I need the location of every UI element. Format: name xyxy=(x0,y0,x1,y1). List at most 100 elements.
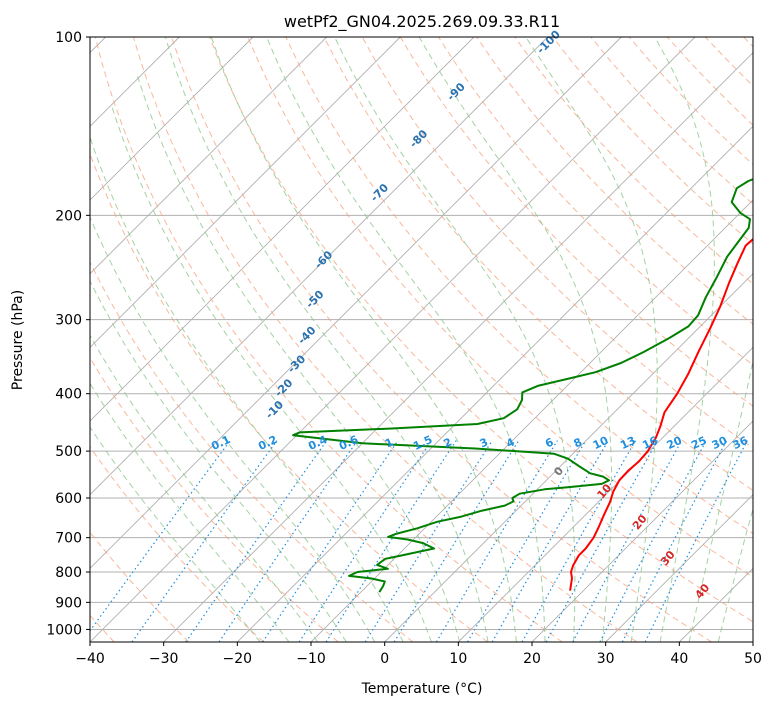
dry-adiabat-line xyxy=(323,37,753,491)
isotherm-line xyxy=(90,37,327,275)
moist-adiabat-label: 40 xyxy=(693,581,713,601)
y-tick-label: 800 xyxy=(55,565,82,581)
isotherm-line xyxy=(605,494,753,642)
dry-adiabat-line xyxy=(209,37,753,623)
dry-adiabat-line xyxy=(704,37,753,87)
mixing-ratio-line xyxy=(298,440,432,642)
x-tick-label: −30 xyxy=(149,651,179,667)
mixing-ratio-line xyxy=(435,440,558,642)
x-tick-label: 40 xyxy=(670,651,688,667)
mixing-ratio-label: 0.6 xyxy=(337,433,360,453)
dry-adiabat-label: -10 xyxy=(263,398,286,421)
dry-adiabat-label: -100 xyxy=(534,28,563,57)
y-tick-label: 300 xyxy=(55,313,82,329)
mixing-ratio-line xyxy=(262,440,399,642)
x-tick-label: −20 xyxy=(223,651,253,667)
x-axis-ticks: −40 −30 −20 −10 0 10 20 30 40 50 xyxy=(75,642,762,667)
isotherm-line xyxy=(384,273,753,642)
y-tick-label: 400 xyxy=(55,387,82,403)
x-tick-label: 10 xyxy=(449,651,467,667)
moist-adiabat-line xyxy=(90,426,261,642)
moist-adiabat-line xyxy=(110,104,432,642)
chart-title: wetPf2_GN04.2025.269.09.33.R11 xyxy=(284,12,560,32)
isotherm-line xyxy=(752,641,753,642)
data-series xyxy=(292,178,753,593)
dry-adiabat-line xyxy=(437,37,753,366)
moist-adiabat-line xyxy=(266,37,546,642)
moist-adiabat-label: 0 xyxy=(551,464,566,478)
mixing-ratio-line xyxy=(621,440,728,642)
isotherm-line xyxy=(458,346,753,642)
x-tick-label: −40 xyxy=(75,651,105,667)
background-lines xyxy=(90,37,753,642)
dry-adiabat-line xyxy=(514,37,753,285)
x-tick-label: 20 xyxy=(523,651,541,667)
dry-adiabat-line xyxy=(90,446,264,642)
isotherm-line xyxy=(679,567,753,642)
moist-adiabat-line xyxy=(90,215,376,642)
dry-adiabat-line xyxy=(171,37,712,642)
isotherm-line xyxy=(90,37,622,569)
mixing-ratio-label: 1.5 xyxy=(411,433,434,453)
y-tick-label: 700 xyxy=(55,531,82,547)
mixing-ratio-line xyxy=(393,440,520,642)
mixing-ratio-label: 10 xyxy=(591,434,611,452)
mixing-ratio-line xyxy=(466,440,587,642)
mixing-ratio-label: 20 xyxy=(665,434,685,452)
moist-adiabat-line xyxy=(90,279,347,642)
isotherm-line xyxy=(237,125,753,642)
mixing-ratio-line xyxy=(521,440,637,642)
y-tick-label: 600 xyxy=(55,491,82,507)
moist-adiabat-line xyxy=(717,506,753,642)
dry-adiabat-line xyxy=(90,260,414,642)
isotherm-line xyxy=(163,52,753,642)
dry-adiabat-label: -20 xyxy=(272,376,295,399)
mixing-ratio-label: 36 xyxy=(731,434,751,452)
mixing-ratio-label: 1 xyxy=(383,435,395,450)
dry-adiabat-line xyxy=(285,37,753,535)
dry-adiabat-line xyxy=(90,531,190,642)
y-tick-label: 100 xyxy=(55,30,82,46)
mixing-ratio-label: 30 xyxy=(710,434,730,452)
y-axis-label: Pressure (hPa) xyxy=(10,290,26,390)
moist-adiabat-line xyxy=(688,358,753,642)
mixing-ratio-line xyxy=(364,440,493,642)
moist-adiabat-line xyxy=(136,72,461,642)
temperature-line xyxy=(569,237,753,591)
mixing-ratio-line xyxy=(325,440,457,642)
isotherm-line xyxy=(90,37,696,642)
mixing-ratio-label: 13 xyxy=(618,434,637,452)
moist-adiabat-line xyxy=(90,382,290,642)
mixing-ratio-label: 0.4 xyxy=(306,433,329,453)
mixing-ratio-line xyxy=(545,440,659,642)
dry-adiabat-label: -80 xyxy=(407,127,430,150)
mixing-ratio-line xyxy=(185,440,328,642)
dewpoint-line xyxy=(292,178,753,593)
x-tick-label: 50 xyxy=(744,651,762,667)
isotherm-line xyxy=(90,37,548,496)
x-tick-label: −10 xyxy=(296,651,326,667)
isotherm-line xyxy=(90,37,254,201)
mixing-ratio-line xyxy=(572,440,683,642)
mixing-ratio-line xyxy=(644,440,748,642)
moist-adiabat-line xyxy=(210,37,517,642)
dry-adiabat-line xyxy=(590,37,753,205)
y-axis-ticks: 100 200 300 400 500 600 700 800 900 1000 xyxy=(46,30,90,638)
dry-adiabat-line xyxy=(666,37,753,126)
mixing-ratio-label: 16 xyxy=(640,434,660,452)
x-tick-label: 30 xyxy=(597,651,615,667)
moist-adiabat-line xyxy=(90,135,404,642)
dry-adiabat-line xyxy=(743,37,753,48)
isotherm-line xyxy=(531,420,753,642)
mixing-ratio-line xyxy=(599,440,707,642)
dry-adiabat-line xyxy=(476,37,753,325)
dry-adiabat-line xyxy=(90,356,339,642)
y-tick-label: 900 xyxy=(55,595,82,611)
isotherm-line xyxy=(90,37,475,422)
x-axis-label: Temperature (°C) xyxy=(361,681,483,697)
y-tick-label: 500 xyxy=(55,444,82,460)
moist-adiabat-line xyxy=(164,37,489,642)
mixing-ratio-label: 6 xyxy=(543,435,556,450)
mixing-ratio-label: 8 xyxy=(572,435,584,450)
